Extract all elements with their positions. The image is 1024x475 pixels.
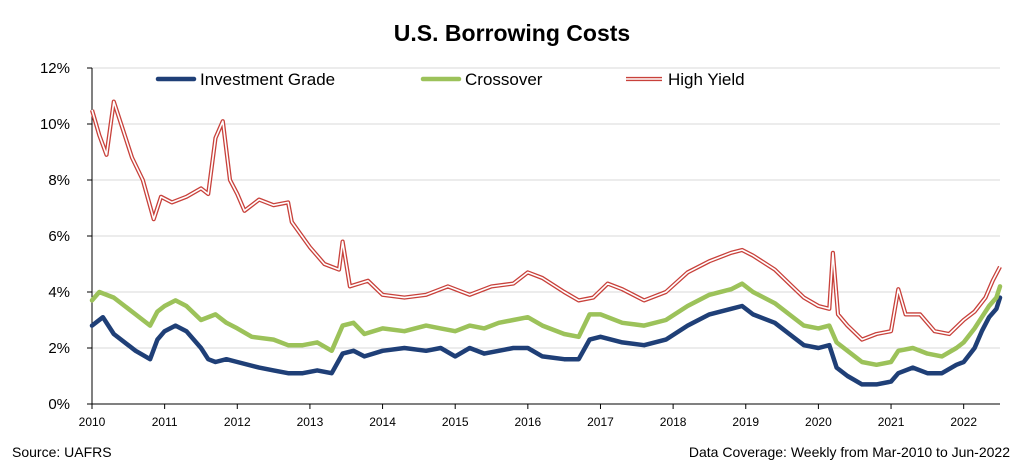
x-tick-label: 2017 (587, 415, 614, 429)
series-lines (89, 99, 1003, 387)
x-tick-label: 2019 (732, 415, 759, 429)
x-tick-label: 2022 (950, 415, 977, 429)
legend-label-investment-grade: Investment Grade (200, 70, 335, 89)
source-note: Source: UAFRS (12, 444, 112, 460)
x-tick-label: 2011 (152, 415, 178, 429)
y-tick-label: 6% (48, 228, 70, 245)
grid-lines (92, 67, 1000, 349)
series-line-high-yield (89, 99, 1002, 342)
series-line-crossover (89, 281, 1003, 368)
x-tick-label: 2014 (369, 415, 396, 429)
chart-title: U.S. Borrowing Costs (393, 20, 631, 46)
series-line-inner-high-yield (91, 100, 1001, 341)
y-tick-label: 8% (48, 172, 70, 189)
y-tick-label: 0% (48, 396, 70, 413)
x-tick-label: 2010 (79, 415, 106, 429)
y-tick-label: 2% (48, 340, 70, 357)
x-tick-label: 2013 (297, 415, 324, 429)
axes: 0% 2% 4% 6% 8% 10% 12% 2010 2011 2012 2013 2014 2015… (40, 60, 1000, 429)
y-tick-label: 12% (40, 60, 70, 77)
y-tick-label: 10% (40, 116, 70, 133)
x-tick-label: 2012 (224, 415, 251, 429)
x-tick-label: 2016 (514, 415, 541, 429)
x-tick-label: 2015 (442, 415, 469, 429)
coverage-note: Data Coverage: Weekly from Mar-2010 to J… (688, 444, 1010, 460)
legend-label-high-yield: High Yield (668, 70, 745, 89)
legend: Investment Grade Crossover High Yield (155, 70, 745, 89)
series-line-investment-grade (89, 295, 1003, 387)
x-tick-label: 2021 (878, 415, 905, 429)
x-tick-label: 2020 (805, 415, 832, 429)
legend-label-crossover: Crossover (465, 70, 543, 89)
x-tick-label: 2018 (660, 415, 687, 429)
y-tick-label: 4% (48, 284, 70, 301)
